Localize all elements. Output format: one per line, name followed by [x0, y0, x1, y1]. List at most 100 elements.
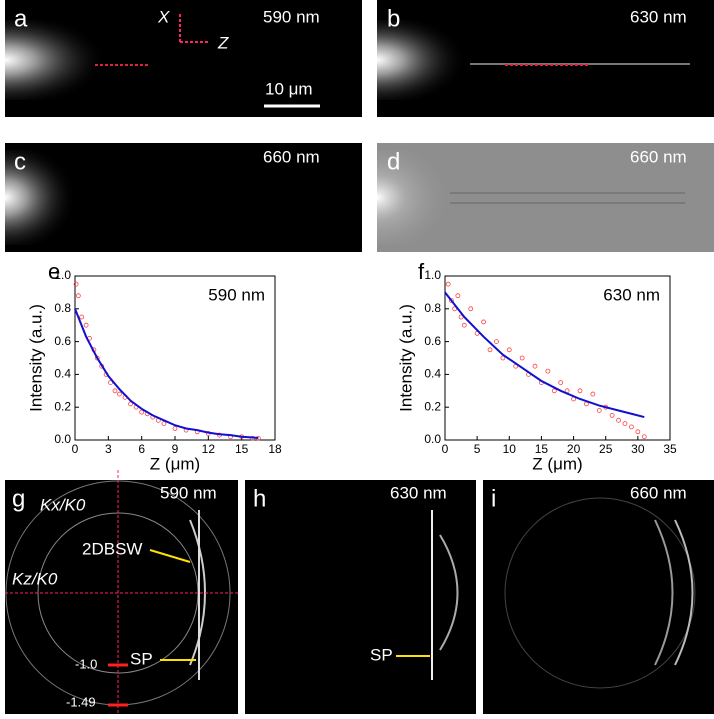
panel-label: b: [387, 5, 400, 32]
x-tick-label: 15: [535, 442, 549, 456]
annotation: 590 nm: [208, 285, 265, 304]
circle: [504, 497, 696, 689]
y-tick-label: 1.0: [424, 268, 441, 282]
wavelength: 660 nm: [263, 147, 320, 166]
y-tick-label: 0.2: [424, 399, 441, 413]
panel-label: d: [387, 148, 400, 175]
plot-frame: [444, 275, 671, 441]
x-tick-label: 0: [72, 442, 79, 456]
y-tick-label: 0.6: [54, 334, 71, 348]
data-point: [551, 388, 557, 394]
panel-h: h 630 nm SP: [245, 480, 476, 714]
data-point: [487, 347, 493, 353]
data-point: [108, 380, 113, 386]
data-point: [468, 306, 474, 312]
x-tick-label: 25: [599, 442, 613, 456]
panel-label: h: [253, 485, 266, 512]
data-point: [506, 347, 512, 353]
data-point: [445, 281, 451, 287]
axis-x: X: [157, 7, 170, 26]
x-tick-label: 0: [442, 442, 449, 456]
x-tick-label: 10: [503, 442, 517, 456]
data-point: [461, 322, 467, 328]
data-point: [519, 355, 525, 361]
data-point: [596, 408, 602, 413]
x-tick-label: 35: [663, 442, 677, 456]
wavelength: 590 nm: [160, 483, 217, 502]
x-tick-label: 12: [202, 442, 216, 456]
sp-label: SP: [130, 649, 153, 668]
panel-b: b 630 nm: [377, 0, 714, 117]
data-point: [481, 319, 486, 325]
wavelength: 660 nm: [630, 147, 687, 166]
data-point: [117, 391, 122, 397]
panel-label: g: [12, 485, 25, 512]
panel-c: c 660 nm: [5, 143, 362, 252]
y-tick-label: 0.8: [54, 301, 71, 315]
y-tick-label: 0.0: [424, 432, 441, 446]
data-point: [577, 388, 583, 394]
wavelength: 630 nm: [630, 7, 687, 26]
x-tick-label: 20: [567, 442, 581, 456]
data-point: [558, 380, 564, 386]
data-point: [83, 322, 89, 328]
pointer: [149, 549, 191, 563]
fit-line: [444, 291, 645, 419]
image: [245, 480, 476, 714]
data-point: [112, 388, 118, 394]
x-tick-label: 3: [105, 442, 112, 456]
image-glow: [377, 150, 497, 245]
data-point: [139, 409, 145, 415]
panel-label: i: [491, 485, 496, 512]
x-tick-label: 15: [235, 442, 249, 456]
tick-label: -1.49: [66, 694, 96, 709]
fit-line: [74, 308, 259, 440]
data-point: [635, 429, 641, 435]
image: [483, 480, 714, 714]
x-tick-label: 30: [631, 442, 645, 456]
panel-g: g 590 nm Kx/K0 Kz/K0 2DBSW SP -1.0 -1.49: [5, 470, 238, 714]
panel-label: c: [14, 148, 26, 175]
data-point: [73, 281, 79, 287]
data-point: [172, 426, 178, 431]
arc: [674, 519, 694, 666]
panel-a: a 590 nm X Z 10 μm: [5, 0, 362, 117]
y-axis-label: Intensity (a.u.): [396, 304, 415, 412]
y-tick-label: 0.2: [54, 399, 71, 413]
data-point: [590, 391, 596, 397]
kz-label: Kz/K0: [12, 569, 58, 588]
x-axis-label: Z (μm): [150, 454, 200, 473]
panel-label: e: [48, 259, 60, 284]
image-glow: [5, 150, 125, 245]
data-point: [609, 412, 615, 418]
x-tick-label: 5: [474, 442, 481, 456]
charts: 0 3 6 9 12 15 18 0.0 0.2 0.4 0.6 0.8 1.0 Z (μm) Intens…: [26, 259, 677, 474]
image: [5, 480, 238, 714]
x-axis-label: Z (μm): [532, 454, 582, 473]
data-point: [629, 424, 634, 430]
y-tick-label: 1.0: [54, 268, 71, 282]
panel-label: f: [418, 259, 425, 284]
x-tick-label: 18: [268, 442, 282, 456]
data-point: [616, 417, 621, 423]
data-point: [455, 293, 461, 299]
data-point: [494, 339, 499, 345]
arc: [654, 519, 674, 666]
sp-label: SP: [370, 645, 393, 664]
data-point: [545, 368, 551, 374]
wavelength: 630 nm: [390, 483, 447, 502]
data-point: [500, 355, 506, 361]
data-point: [622, 421, 628, 427]
panel-d: d 660 nm: [377, 143, 714, 252]
panel-i: i 660 nm: [483, 480, 714, 714]
tick-label: -1.0: [75, 656, 97, 671]
panel-label: a: [14, 5, 28, 32]
scale-bar-label: 10 μm: [265, 79, 313, 98]
annotation: 630 nm: [603, 285, 660, 304]
x-tick-label: 6: [138, 442, 145, 456]
data-point: [641, 434, 647, 440]
y-tick-label: 0.4: [424, 367, 441, 381]
arc: [189, 519, 206, 666]
kx-label: Kx/K0: [40, 495, 86, 514]
